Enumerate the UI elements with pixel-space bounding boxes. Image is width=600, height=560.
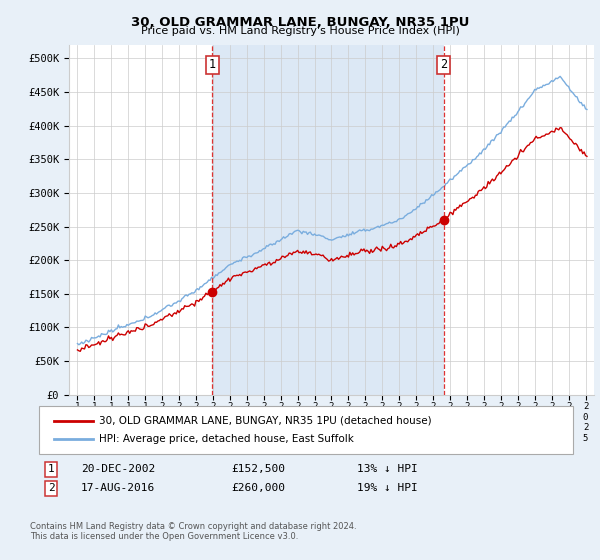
- Text: 30, OLD GRAMMAR LANE, BUNGAY, NR35 1PU (detached house): 30, OLD GRAMMAR LANE, BUNGAY, NR35 1PU (…: [99, 416, 431, 426]
- Bar: [212, 45, 443, 395]
- Text: 13% ↓ HPI: 13% ↓ HPI: [357, 464, 418, 474]
- Text: £260,000: £260,000: [231, 483, 285, 493]
- Text: HPI: Average price, detached house, East Suffolk: HPI: Average price, detached house, East…: [99, 434, 354, 444]
- Text: 1: 1: [209, 58, 216, 72]
- Text: 2: 2: [47, 483, 55, 493]
- Text: Price paid vs. HM Land Registry's House Price Index (HPI): Price paid vs. HM Land Registry's House …: [140, 26, 460, 36]
- Text: 19% ↓ HPI: 19% ↓ HPI: [357, 483, 418, 493]
- Text: 20-DEC-2002: 20-DEC-2002: [81, 464, 155, 474]
- Text: 2: 2: [440, 58, 447, 72]
- Text: £152,500: £152,500: [231, 464, 285, 474]
- Text: 30, OLD GRAMMAR LANE, BUNGAY, NR35 1PU: 30, OLD GRAMMAR LANE, BUNGAY, NR35 1PU: [131, 16, 469, 29]
- Text: 17-AUG-2016: 17-AUG-2016: [81, 483, 155, 493]
- Text: This data is licensed under the Open Government Licence v3.0.: This data is licensed under the Open Gov…: [30, 532, 298, 541]
- Text: Contains HM Land Registry data © Crown copyright and database right 2024.: Contains HM Land Registry data © Crown c…: [30, 522, 356, 531]
- Text: 1: 1: [47, 464, 55, 474]
